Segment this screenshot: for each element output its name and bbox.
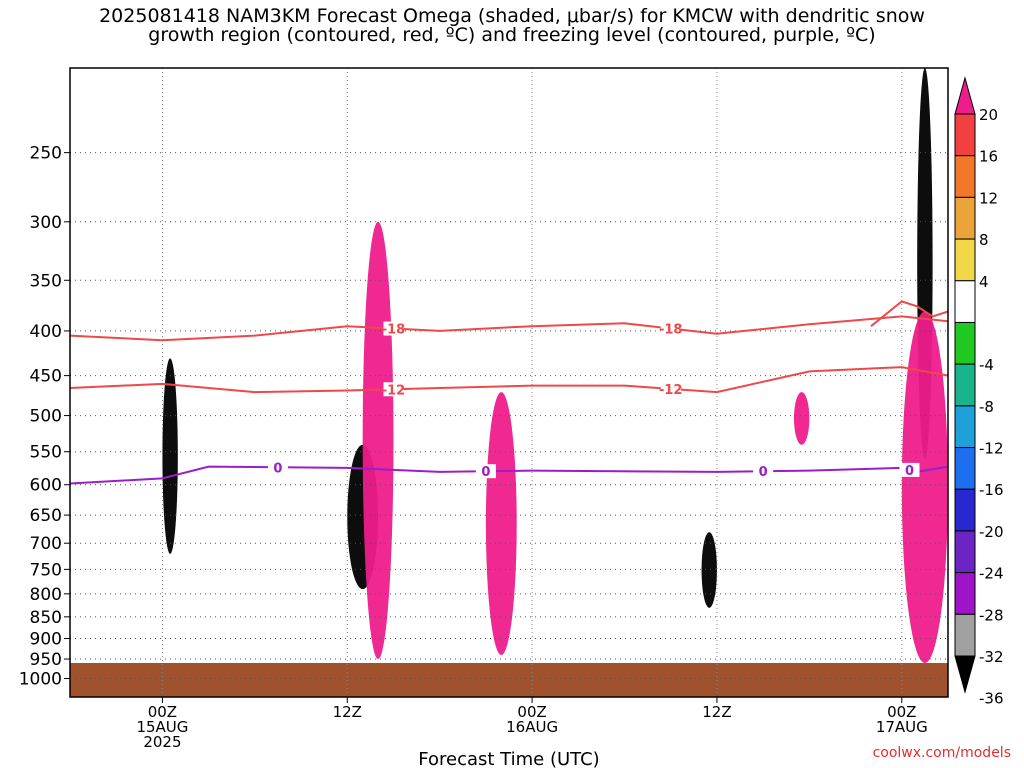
contour-line <box>69 315 949 342</box>
contour-label: 0 <box>759 465 768 480</box>
colorbar-max-triangle <box>954 76 976 115</box>
colorbar-swatch <box>954 113 976 157</box>
contour-label: -12 <box>659 383 683 398</box>
colorbar-label: 12 <box>979 189 998 207</box>
contour-label-bg <box>660 381 681 396</box>
y-tick-label: 750 <box>30 560 62 580</box>
colorbar-min-triangle <box>954 655 976 694</box>
colorbar-swatch <box>954 447 976 490</box>
x-tick-label: 16AUG <box>506 718 558 736</box>
colorbar-label: 16 <box>979 148 998 166</box>
omega-region-descent-0 <box>162 358 178 554</box>
colorbar-swatch <box>954 613 976 657</box>
chart-title-line-2: growth region (contoured, red, ºC) and f… <box>148 24 876 46</box>
colorbar-swatch <box>954 530 976 574</box>
x-tick-label: 12Z <box>333 703 362 721</box>
x-tick-label: 2025 <box>143 733 181 751</box>
colorbar-label: -28 <box>979 606 1004 624</box>
colorbar-label: -8 <box>979 398 994 416</box>
contour-label: -18 <box>659 323 683 338</box>
colorbar-label: -4 <box>979 356 994 374</box>
contours: -18 -18 -12 -12 0 0 0 0 <box>69 300 949 485</box>
contour-label-bg <box>383 321 404 336</box>
y-tick-label: 300 <box>30 213 62 233</box>
plot-border <box>69 67 949 698</box>
colorbar: 20 16 12 8 4 -4 -8 -12 -16 -20 -24 -28 -32 -36 <box>954 76 1004 708</box>
contour-label-bg <box>267 460 288 475</box>
x-tick-label: 00Z <box>517 703 546 721</box>
x-tick-label: 00Z <box>887 703 916 721</box>
y-tick-label: 450 <box>30 367 62 387</box>
contour-label: -12 <box>382 383 406 398</box>
colorbar-label: -20 <box>979 523 1004 541</box>
colorbar-swatch <box>954 196 976 240</box>
y-tick-label: 950 <box>30 650 62 670</box>
y-tick-label: 800 <box>30 585 62 605</box>
y-tick-label: 650 <box>30 506 62 526</box>
colorbar-swatch <box>954 488 976 532</box>
colorbar-label: -32 <box>979 648 1004 666</box>
ground <box>70 663 948 697</box>
contour-label: 0 <box>905 464 914 479</box>
x-tick-label: 15AUG <box>136 718 188 736</box>
x-tick-label: 12Z <box>702 703 731 721</box>
y-tick-label: 400 <box>30 322 62 342</box>
x-tick-label: 00Z <box>148 703 177 721</box>
omega-region-descent-2 <box>701 532 717 608</box>
contour-label-bg <box>899 462 920 477</box>
contour-label: 0 <box>481 465 490 480</box>
chart-title-line-1: 2025081418 NAM3KM Forecast Omega (shaded… <box>99 5 925 27</box>
colorbar-swatch <box>954 321 976 365</box>
colorbar-label: -12 <box>979 440 1004 458</box>
colorbar-label: 20 <box>979 106 998 124</box>
colorbar-label: 8 <box>979 231 989 249</box>
ground-fill <box>70 663 948 697</box>
y-tick-label: 500 <box>30 407 62 427</box>
contour-line <box>870 300 949 327</box>
x-axis-title: Forecast Time (UTC) <box>418 749 599 768</box>
colorbar-swatch <box>954 280 976 323</box>
omega-region-ascent-7 <box>901 311 948 664</box>
contour-label: 0 <box>273 461 282 476</box>
y-tick-label: 850 <box>30 608 62 628</box>
colorbar-label: -24 <box>979 565 1004 583</box>
contour-line <box>69 366 949 394</box>
y-tick-label: 600 <box>30 476 62 496</box>
contour-label-bg <box>753 464 774 479</box>
colorbar-label: -36 <box>979 690 1004 708</box>
plot-frame <box>69 67 949 698</box>
contour-label-bg <box>660 321 681 336</box>
y-tick-label: 350 <box>30 271 62 291</box>
contour-label: -18 <box>382 323 406 338</box>
omega-region-ascent-6 <box>793 392 810 445</box>
omega-region-ascent-5 <box>485 392 517 656</box>
y-tick-label: 550 <box>30 443 62 463</box>
contour-label-bg <box>383 382 404 397</box>
y-tick-label: 1000 <box>19 669 62 689</box>
y-tick-label: 250 <box>30 144 62 164</box>
colorbar-swatch <box>954 238 976 282</box>
y-tick-label: 700 <box>30 534 62 554</box>
grid <box>70 68 948 697</box>
credit-text: coolwx.com/models <box>873 745 1011 761</box>
colorbar-swatch <box>954 155 976 198</box>
colorbar-swatch <box>954 572 976 615</box>
y-axis: 2503003504004505005506006507007508008509… <box>19 144 70 689</box>
contour-label-bg <box>475 464 496 479</box>
y-tick-label: 900 <box>30 630 62 650</box>
colorbar-label: -16 <box>979 481 1004 499</box>
omega-region-ascent-4 <box>362 221 394 660</box>
colorbar-swatch <box>954 363 976 407</box>
colorbar-swatch <box>954 405 976 449</box>
x-tick-label: 17AUG <box>876 718 928 736</box>
colorbar-label: 4 <box>979 273 989 291</box>
